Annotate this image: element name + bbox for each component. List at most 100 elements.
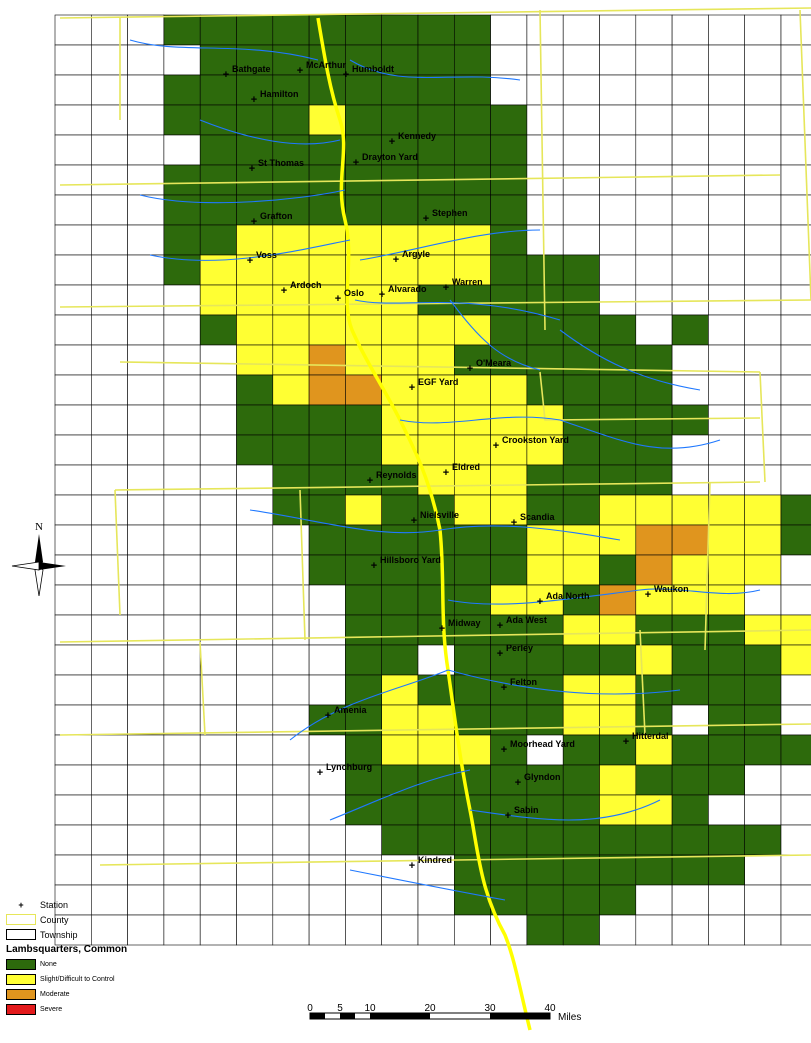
- township-cell: [199, 284, 237, 316]
- township-cell: [599, 914, 637, 946]
- legend-slight-label: Slight/Difficult to Control: [40, 976, 115, 983]
- township-cell: [599, 254, 637, 286]
- township-cell: [526, 704, 564, 736]
- township-cell: [236, 434, 274, 466]
- township-cell: [744, 344, 782, 376]
- township-cell: [199, 134, 237, 166]
- township-cell: [54, 314, 92, 346]
- station-label: Kennedy: [398, 131, 436, 141]
- township-cell: [308, 14, 346, 46]
- township-cell: [635, 194, 673, 226]
- township-cell: [744, 464, 782, 496]
- station-kindred: + Kindred: [409, 855, 452, 872]
- township-cell: [127, 74, 165, 106]
- legend-class-slight: Slight/Difficult to Control: [6, 972, 246, 987]
- station-icon: +: [249, 163, 255, 175]
- township-cell: [308, 464, 346, 496]
- station-label: Scandia: [520, 512, 556, 522]
- township-cell: [127, 494, 165, 526]
- township-cell: [635, 74, 673, 106]
- township-cell: [490, 74, 528, 106]
- township-cell: [671, 494, 709, 526]
- station-label: Midway: [448, 618, 481, 628]
- township-cell: [381, 74, 419, 106]
- township-cell: [526, 134, 564, 166]
- township-cell: [308, 134, 346, 166]
- township-cell: [127, 164, 165, 196]
- township-cell: [599, 704, 637, 736]
- township-cell: [526, 14, 564, 46]
- township-cell: [490, 824, 528, 856]
- township-cell: [744, 164, 782, 196]
- township-cell: [453, 44, 491, 76]
- township-cell: [635, 14, 673, 46]
- township-cell: [708, 824, 746, 856]
- township-cell: [635, 434, 673, 466]
- township-cell: [54, 854, 92, 886]
- township-cell: [91, 284, 128, 316]
- stations: + Bathgate + McArthur+ Humboldt+ Hamilton+ Ken…: [223, 60, 689, 872]
- station-icon: +: [411, 515, 417, 527]
- township-cell: [199, 434, 237, 466]
- township-cell: [199, 314, 237, 346]
- township-cell: [490, 884, 528, 916]
- station-icon: +: [501, 744, 507, 756]
- township-cell: [381, 644, 419, 676]
- township-cell: [526, 854, 564, 886]
- township-cell: [236, 824, 274, 856]
- township-cell: [345, 254, 382, 286]
- township-cell: [308, 734, 346, 766]
- township-cell: [490, 704, 528, 736]
- station-egf-yard: + EGF Yard: [409, 377, 459, 394]
- township-cell: [308, 554, 346, 586]
- township-cell: [453, 284, 491, 316]
- township-cell: [127, 704, 165, 736]
- township-cell: [236, 914, 274, 946]
- station-icon: +: [379, 289, 385, 301]
- legend-township: Township: [6, 927, 246, 942]
- township-cell: [671, 434, 709, 466]
- township-cell: [744, 734, 782, 766]
- township-cell: [199, 164, 237, 196]
- township-cell: [163, 374, 201, 406]
- township-cell: [381, 524, 419, 556]
- township-cell: [91, 854, 128, 886]
- station-label: Eldred: [452, 462, 480, 472]
- station-icon: +: [467, 363, 473, 375]
- township-cell: [163, 794, 201, 826]
- tributary: [447, 669, 681, 695]
- legend-county-label: County: [40, 914, 69, 925]
- township-cell: [236, 644, 274, 676]
- township-cell: [381, 614, 419, 646]
- township-cell: [453, 134, 491, 166]
- township-cell: [453, 914, 491, 946]
- township-cell: [780, 914, 811, 946]
- township-cell: [490, 44, 528, 76]
- township-cell: [708, 74, 746, 106]
- station-icon: +: [409, 860, 415, 872]
- township-cell: [272, 644, 310, 676]
- station-icon: +: [297, 65, 303, 77]
- township-cell: [199, 464, 237, 496]
- township-cell: [308, 224, 346, 256]
- township-cell: [54, 704, 92, 736]
- station-argyle: + Argyle: [393, 249, 430, 266]
- township-cell: [744, 704, 782, 736]
- township-cell: [635, 614, 673, 646]
- township-cell: [562, 764, 600, 796]
- township-cell: [780, 194, 811, 226]
- scale-tick-30: 30: [484, 1003, 496, 1014]
- township-cell: [236, 584, 274, 616]
- station-label: Humboldt: [352, 64, 394, 74]
- township-cell: [744, 824, 782, 856]
- township-cell: [54, 584, 92, 616]
- station-label: Felton: [510, 677, 537, 687]
- township-cell: [345, 494, 382, 526]
- county-swatch: [6, 914, 36, 925]
- township-cell: [272, 164, 310, 196]
- township-cell: [163, 44, 201, 76]
- township-cell: [91, 734, 128, 766]
- township-cell: [780, 254, 811, 286]
- township-cell: [526, 254, 564, 286]
- township-cell: [91, 584, 128, 616]
